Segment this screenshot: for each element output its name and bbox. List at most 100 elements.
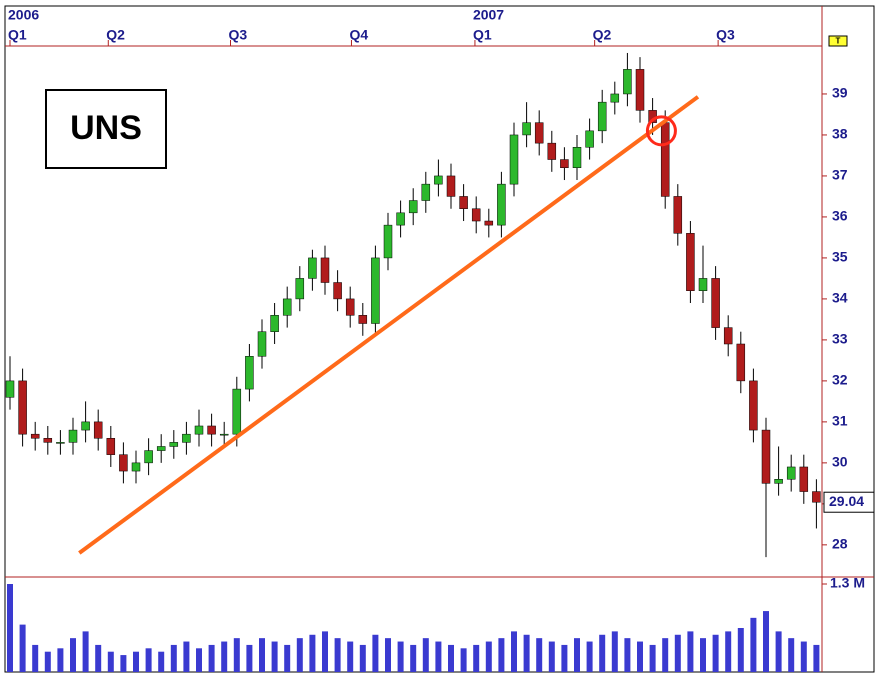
volume-bar xyxy=(32,644,39,672)
candle-body xyxy=(484,220,494,226)
candle-body xyxy=(597,101,607,132)
candle-body xyxy=(194,425,204,435)
candle-body xyxy=(270,315,279,332)
candle-body xyxy=(144,450,153,464)
candle-body xyxy=(119,454,128,472)
candle-body xyxy=(522,122,531,136)
year-label: 2007 xyxy=(473,7,504,23)
y-tick-label: 35 xyxy=(832,249,848,265)
candle-body xyxy=(93,421,103,439)
volume-bar xyxy=(133,651,139,672)
y-tick-label: 32 xyxy=(832,372,848,388)
candle-body xyxy=(736,343,746,382)
candle-body xyxy=(282,298,292,316)
candle-body xyxy=(207,425,216,435)
y-tick-label: 39 xyxy=(832,85,848,101)
x-tick-label: Q4 xyxy=(349,27,368,43)
candle-body xyxy=(18,380,27,435)
x-tick-label: Q2 xyxy=(106,27,125,43)
candle-body xyxy=(5,380,15,398)
volume-bar xyxy=(196,648,202,672)
candle-body xyxy=(68,429,78,443)
volume-bar xyxy=(574,638,580,672)
volume-bar xyxy=(485,641,492,672)
candle-body xyxy=(358,315,368,324)
volume-bar xyxy=(448,644,454,672)
volume-bar xyxy=(687,631,694,672)
candle-body xyxy=(371,257,380,324)
candle-body xyxy=(383,224,393,259)
candle-body xyxy=(497,183,506,226)
last-price-box xyxy=(823,491,875,513)
volume-bar xyxy=(737,628,744,672)
breakdown-circle xyxy=(645,115,677,147)
candle-body xyxy=(308,257,317,279)
volume-bar xyxy=(170,644,177,672)
volume-bar xyxy=(523,634,530,672)
volume-bar xyxy=(372,634,379,672)
volume-bar xyxy=(637,641,643,672)
candle-body xyxy=(509,134,519,185)
candle-body xyxy=(711,278,720,328)
last-price-label: 29.04 xyxy=(829,493,864,509)
y-tick-label: 36 xyxy=(832,208,848,224)
volume-bar xyxy=(347,641,354,672)
volume-bar xyxy=(271,641,278,672)
volume-bar xyxy=(359,644,366,672)
volume-bar xyxy=(233,638,240,672)
volume-bar xyxy=(561,644,568,672)
volume-bar xyxy=(662,638,669,672)
volume-bar xyxy=(158,651,165,672)
candle-body xyxy=(169,442,179,447)
candle-body xyxy=(446,175,456,197)
candle-body xyxy=(156,446,166,451)
volume-bar xyxy=(624,638,631,672)
candle-body xyxy=(610,93,620,103)
year-label: 2006 xyxy=(8,7,39,23)
volume-bar xyxy=(473,644,480,672)
volume-bar xyxy=(334,638,341,672)
candle-body xyxy=(408,200,418,214)
symbol-box xyxy=(45,89,167,169)
candle-body xyxy=(459,196,468,209)
candle-body xyxy=(786,466,796,480)
volume-bar xyxy=(145,648,152,672)
candle-body xyxy=(232,388,242,435)
tag-box xyxy=(828,35,848,47)
volume-bar xyxy=(611,631,618,672)
y-tick-label: 34 xyxy=(832,290,848,306)
candle-body xyxy=(396,212,405,226)
trendline xyxy=(78,95,700,555)
volume-bar xyxy=(183,641,190,672)
volume-bar xyxy=(284,644,291,672)
volume-bar xyxy=(82,631,89,672)
candle-body xyxy=(723,327,733,345)
y-tick-label: 38 xyxy=(832,126,848,142)
y-tick-label: 31 xyxy=(832,413,848,429)
volume-bar xyxy=(763,611,769,672)
volume-bar xyxy=(674,634,681,672)
volume-bar xyxy=(800,641,807,672)
volume-bar xyxy=(813,644,820,672)
candle-body xyxy=(774,479,783,484)
candle-body xyxy=(623,69,632,95)
candle-body xyxy=(421,183,431,201)
candle-body xyxy=(345,298,355,316)
volume-bar xyxy=(95,644,102,672)
y-tick-label: 33 xyxy=(832,331,848,347)
volume-tick-label: 1.3 M xyxy=(830,575,865,591)
volume-bar xyxy=(649,644,656,672)
volume-bar xyxy=(460,648,467,672)
volume-bar xyxy=(511,631,517,672)
x-tick-label: Q2 xyxy=(593,27,612,43)
volume-bar xyxy=(107,651,114,672)
candle-body xyxy=(320,257,330,283)
y-tick-label: 30 xyxy=(832,454,848,470)
y-tick-label: 37 xyxy=(832,167,848,183)
volume-bar xyxy=(788,638,795,672)
volume-bar xyxy=(548,641,555,672)
volume-bar xyxy=(57,648,64,672)
volume-bar xyxy=(208,644,215,672)
volume-bar xyxy=(498,638,505,672)
volume-bar xyxy=(385,638,391,672)
